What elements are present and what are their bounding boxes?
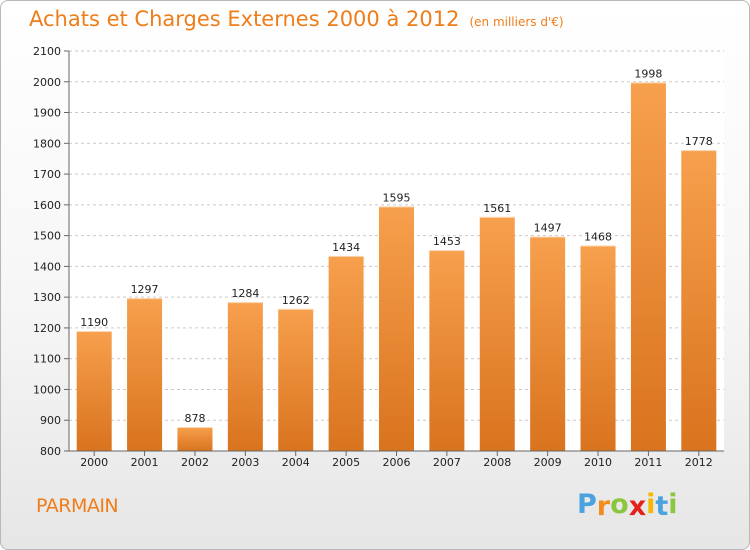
bar-value-label: 1595 — [383, 191, 411, 204]
y-tick-label: 1800 — [33, 137, 61, 150]
bar-value-label: 1778 — [685, 135, 713, 148]
y-tick-label: 1000 — [33, 383, 61, 396]
bar — [530, 236, 566, 451]
place-name: PARMAIN — [36, 495, 119, 517]
x-tick-label: 2006 — [383, 456, 411, 469]
bar — [681, 150, 717, 452]
logo-letter: o — [610, 489, 629, 520]
bar-value-label: 1453 — [433, 235, 461, 248]
bar — [429, 250, 465, 451]
y-tick-label: 1900 — [33, 107, 61, 120]
bar — [479, 216, 515, 451]
y-tick-label: 2100 — [33, 45, 61, 58]
y-tick-label: 1700 — [33, 168, 61, 181]
bars: 1190 1297 878 1284 1262 1434 1595 1453 1561 1497 1… — [76, 67, 717, 452]
proxiti-logo: Proxiti — [577, 489, 678, 522]
bar — [630, 82, 666, 451]
grid-lines — [69, 50, 724, 452]
logo-letter: x — [628, 491, 647, 522]
y-tick-label: 2000 — [33, 76, 61, 89]
logo-letter: r — [596, 491, 611, 522]
chart-title-unit: (en milliers d'€) — [469, 15, 564, 29]
chart-title: Achats et Charges Externes 2000 à 2012 (e… — [29, 7, 564, 31]
bar-value-label: 1284 — [231, 287, 259, 300]
logo-letter: t — [655, 491, 669, 522]
y-tick-label: 1500 — [33, 230, 61, 243]
bar-value-label: 1297 — [131, 283, 159, 296]
x-tick-label: 2005 — [332, 456, 360, 469]
y-tick-label: 1200 — [33, 322, 61, 335]
bar — [278, 308, 314, 451]
logo-letter: i — [668, 489, 678, 520]
bar — [379, 206, 414, 451]
bar-value-label: 1190 — [80, 316, 108, 329]
x-tick-label: 2002 — [181, 456, 209, 469]
axes: 800 900 1000 1100 1200 1300 1400 1500 1600 1700 18… — [33, 45, 724, 469]
bar — [177, 427, 213, 451]
x-tick-label: 2008 — [483, 456, 511, 469]
x-tick-label: 2000 — [80, 456, 108, 469]
x-tick-label: 2012 — [685, 456, 713, 469]
bar-value-label: 1262 — [282, 294, 310, 307]
chart-title-main: Achats et Charges Externes 2000 à 2012 — [29, 7, 460, 31]
x-tick-label: 2011 — [634, 456, 662, 469]
y-tick-label: 800 — [40, 445, 61, 458]
bar-value-label: 1497 — [534, 222, 562, 235]
x-tick-label: 2001 — [131, 456, 159, 469]
y-tick-label: 1600 — [33, 199, 61, 212]
bar — [580, 245, 616, 451]
y-tick-label: 1100 — [33, 353, 61, 366]
y-tick-label: 900 — [40, 414, 61, 427]
bar-value-label: 1561 — [483, 202, 511, 215]
x-tick-label: 2010 — [584, 456, 612, 469]
x-tick-label: 2009 — [534, 456, 562, 469]
bar — [127, 298, 163, 451]
y-tick-label: 1400 — [33, 260, 61, 273]
bar-value-label: 878 — [184, 412, 205, 425]
logo-letter: i — [646, 489, 656, 520]
y-tick-label: 1300 — [33, 291, 61, 304]
logo-letter: P — [577, 489, 597, 520]
bar-value-label: 1998 — [634, 67, 662, 80]
bar — [76, 331, 112, 451]
x-tick-label: 2004 — [282, 456, 310, 469]
bar-value-label: 1468 — [584, 230, 612, 243]
bar — [227, 302, 263, 451]
x-tick-label: 2003 — [231, 456, 259, 469]
bar — [328, 255, 364, 451]
x-tick-label: 2007 — [433, 456, 461, 469]
bar-value-label: 1434 — [332, 241, 360, 254]
